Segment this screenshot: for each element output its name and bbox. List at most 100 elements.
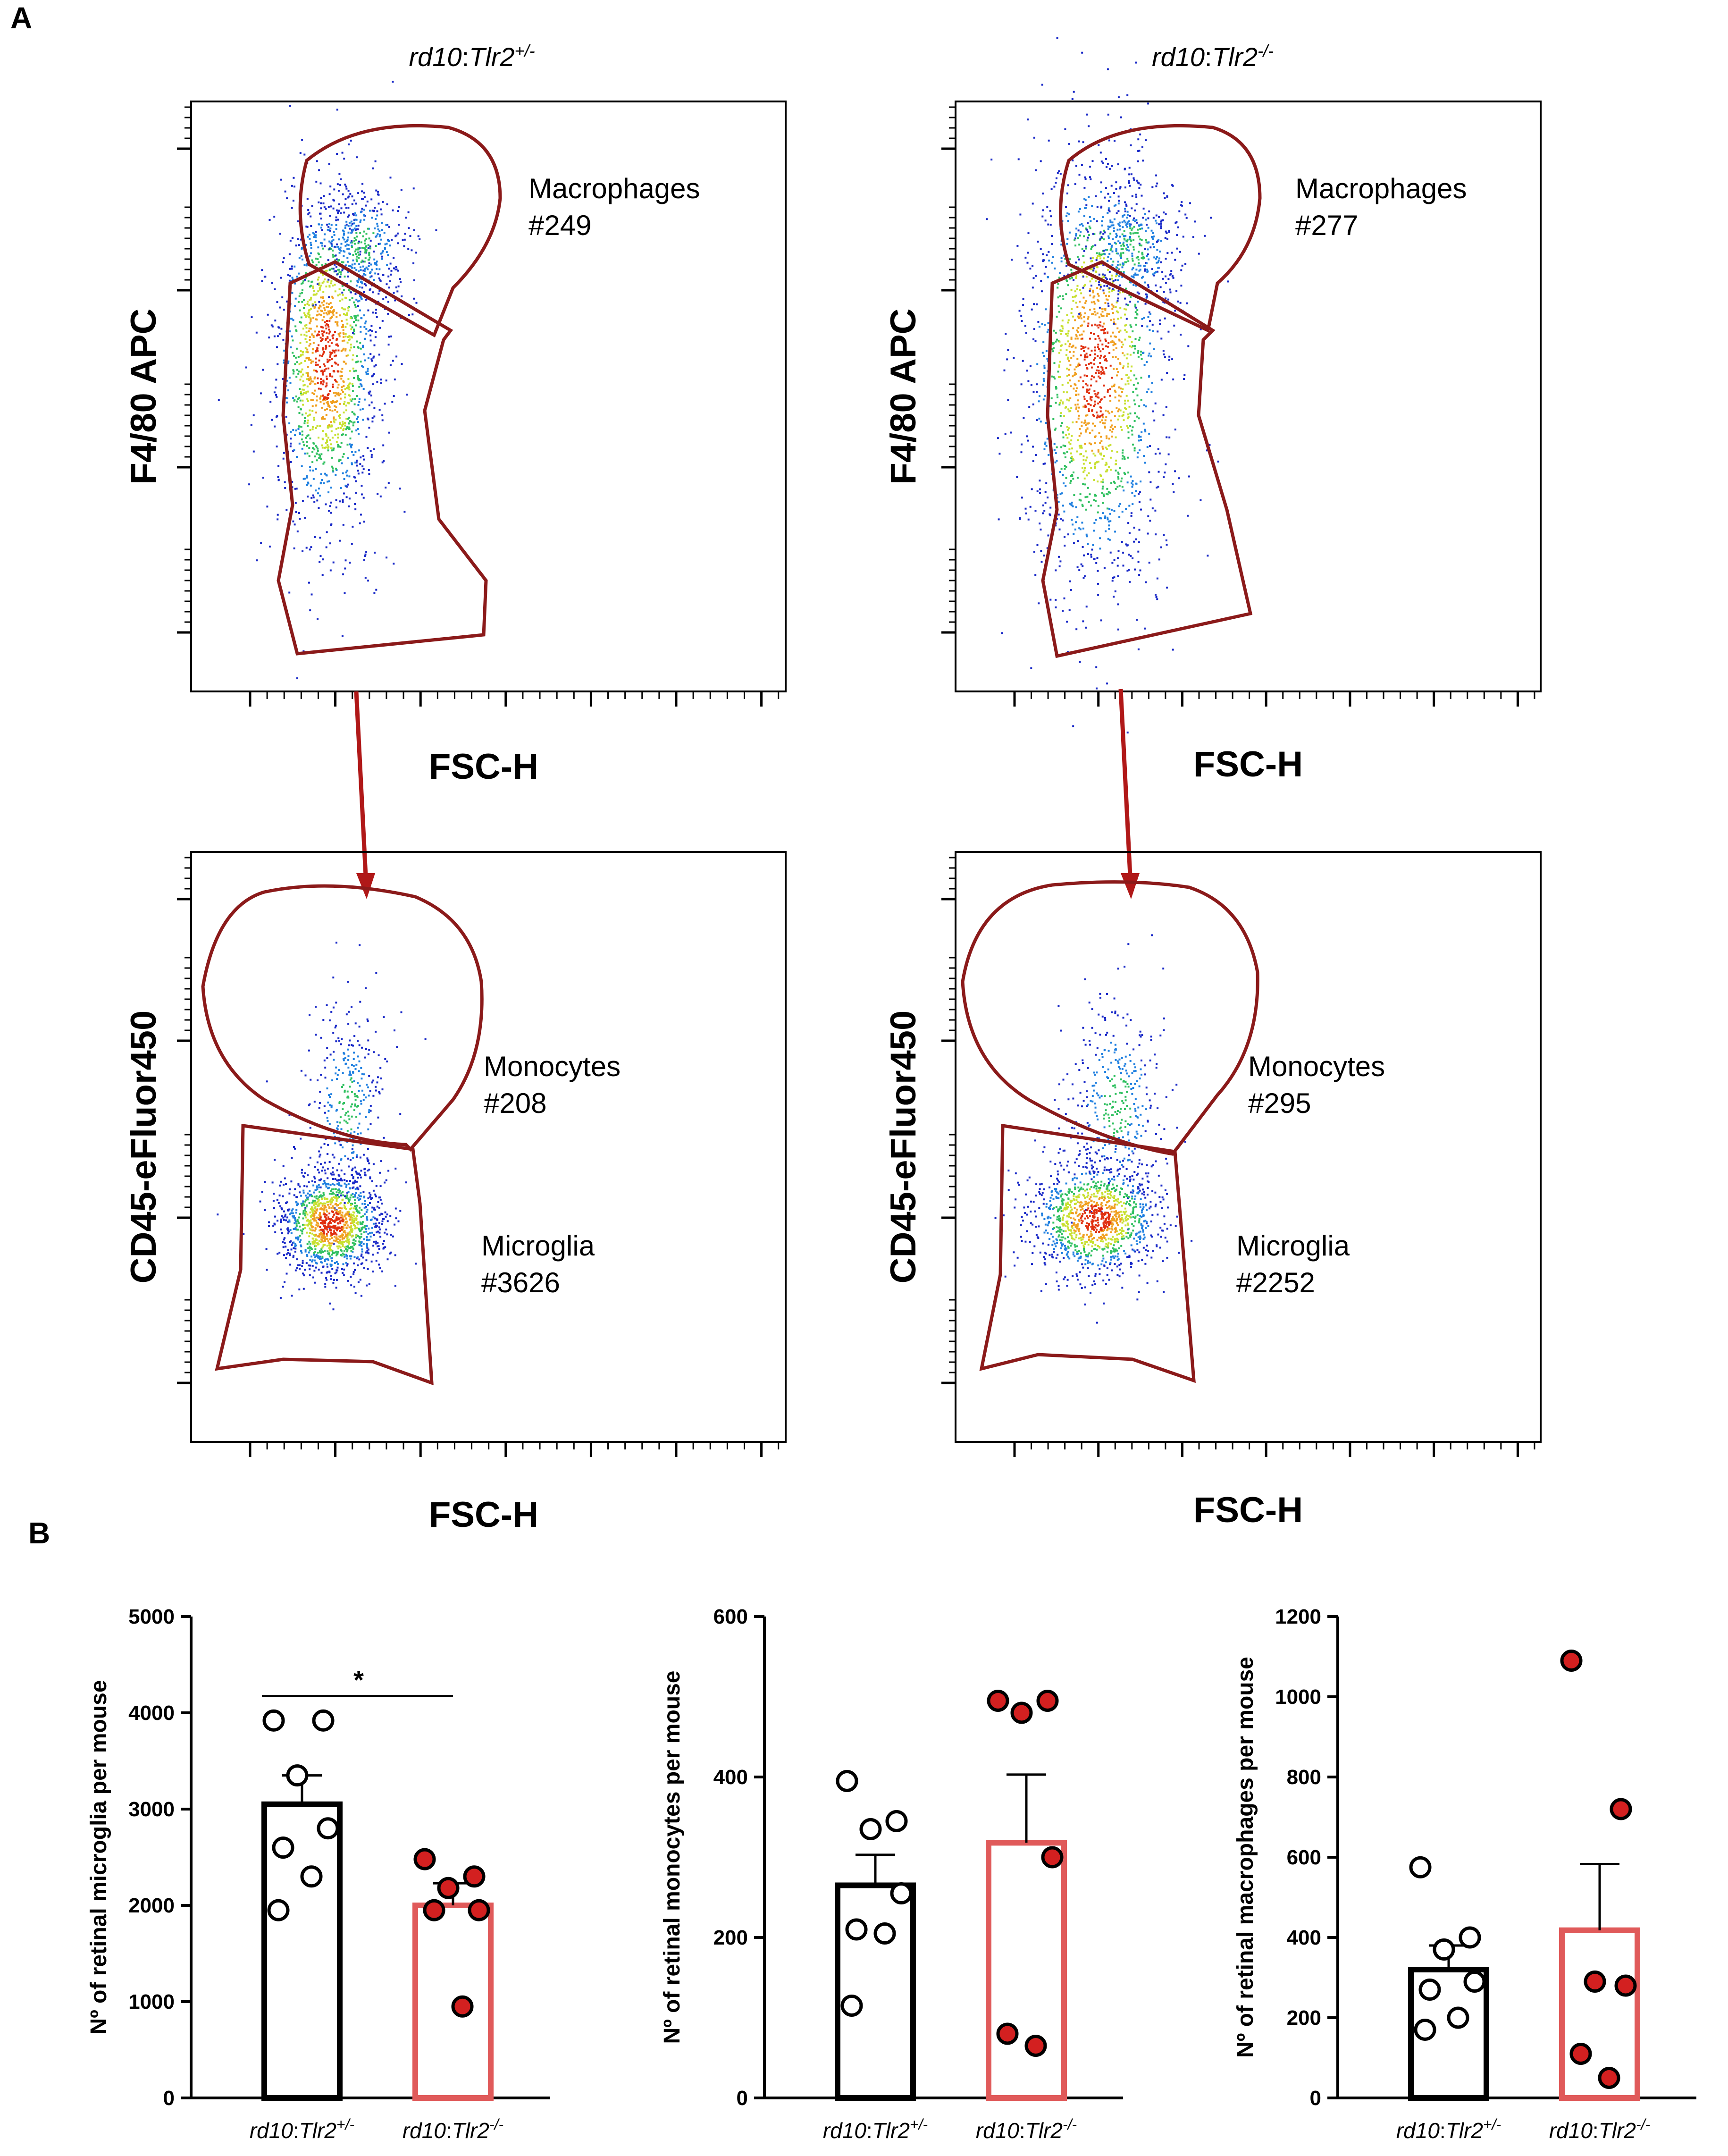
- event-dot: [1119, 395, 1122, 397]
- event-dot: [357, 472, 360, 475]
- gating-arrow-right: [1118, 689, 1140, 899]
- event-dot: [1110, 341, 1112, 344]
- event-dot: [1109, 232, 1112, 235]
- event-dot: [1168, 359, 1170, 361]
- event-dot: [295, 1209, 298, 1211]
- event-dot: [348, 426, 351, 429]
- event-dot: [1046, 331, 1049, 333]
- event-dot: [320, 1261, 322, 1263]
- event-dot: [1147, 227, 1149, 229]
- event-dot: [322, 297, 324, 299]
- event-dot: [300, 1244, 302, 1246]
- event-dot: [331, 456, 333, 459]
- event-dot: [334, 1178, 336, 1180]
- event-dot: [322, 371, 324, 373]
- event-dot: [308, 1181, 310, 1183]
- event-dot: [1117, 628, 1119, 631]
- event-dot: [327, 1258, 329, 1260]
- event-dot: [1047, 497, 1049, 499]
- event-dot: [308, 357, 310, 359]
- event-dot: [274, 1223, 276, 1226]
- event-dot: [1094, 244, 1097, 246]
- event-dot: [1102, 372, 1104, 374]
- event-dot: [1097, 511, 1099, 514]
- event-dot: [341, 462, 343, 464]
- event-dot: [357, 1082, 359, 1084]
- event-dot: [328, 303, 330, 305]
- event-dot: [1126, 223, 1128, 225]
- event-dot: [1060, 424, 1062, 427]
- event-dot: [1174, 310, 1176, 312]
- event-dot: [1091, 260, 1093, 262]
- event-dot: [274, 1231, 277, 1233]
- event-dot: [345, 496, 348, 498]
- event-dot: [307, 209, 310, 211]
- event-dot: [341, 368, 344, 370]
- event-dot: [277, 1253, 279, 1255]
- event-dot: [307, 366, 309, 368]
- event-dot: [325, 312, 327, 314]
- event-dot: [1134, 317, 1137, 319]
- event-dot: [321, 333, 324, 335]
- event-dot: [1107, 538, 1109, 540]
- event-dot: [1127, 472, 1130, 474]
- event-dot: [1210, 217, 1212, 219]
- event-dot: [252, 450, 255, 453]
- event-dot: [1117, 472, 1120, 475]
- event-dot: [283, 257, 285, 260]
- event-dot: [367, 1160, 369, 1162]
- event-dot: [1126, 258, 1129, 260]
- event-dot: [1070, 337, 1073, 339]
- event-dot: [347, 418, 349, 420]
- event-dot: [1079, 301, 1081, 303]
- event-dot: [358, 263, 361, 265]
- event-dot: [316, 399, 318, 402]
- event-dot: [361, 281, 363, 283]
- event-dot: [300, 392, 302, 395]
- event-dot: [361, 1203, 364, 1205]
- event-dot: [364, 553, 367, 556]
- event-dot: [342, 1263, 344, 1265]
- event-dot: [1134, 272, 1137, 275]
- event-dot: [377, 191, 379, 193]
- event-dot: [313, 1252, 315, 1254]
- event-dot: [354, 1022, 357, 1025]
- event-dot: [298, 295, 301, 297]
- event-dot: [350, 265, 352, 268]
- event-dot: [332, 314, 335, 316]
- event-dot: [1117, 472, 1119, 474]
- event-dot: [370, 198, 373, 201]
- event-dot: [367, 309, 369, 312]
- event-dot: [334, 1262, 336, 1264]
- event-dot: [379, 1198, 382, 1201]
- event-dot: [1081, 446, 1083, 449]
- event-dot: [372, 356, 375, 359]
- event-dot: [1059, 471, 1061, 473]
- event-dot: [317, 278, 319, 281]
- event-dot: [352, 1044, 354, 1047]
- event-dot: [1122, 243, 1124, 245]
- event-dot: [1075, 334, 1077, 336]
- event-dot: [1132, 239, 1135, 241]
- event-dot: [1073, 533, 1075, 535]
- event-dot: [1110, 248, 1113, 250]
- event-dot: [358, 1199, 360, 1201]
- event-dot: [1058, 404, 1061, 406]
- event-dot: [1146, 361, 1148, 363]
- event-dot: [1120, 480, 1123, 482]
- event-dot: [1149, 246, 1152, 249]
- event-dot: [1093, 522, 1096, 524]
- event-dot: [1117, 410, 1119, 413]
- event-dot: [359, 309, 361, 312]
- event-dot: [360, 1170, 362, 1172]
- event-dot: [1084, 199, 1087, 201]
- event-dot: [1165, 282, 1167, 284]
- event-dot: [353, 476, 355, 478]
- event-dot: [332, 383, 334, 386]
- event-dot: [329, 317, 332, 320]
- event-dot: [315, 452, 318, 455]
- event-dot: [1082, 527, 1084, 530]
- event-dot: [1171, 358, 1174, 361]
- event-dot: [394, 299, 396, 302]
- gate-parent: [1041, 260, 1253, 658]
